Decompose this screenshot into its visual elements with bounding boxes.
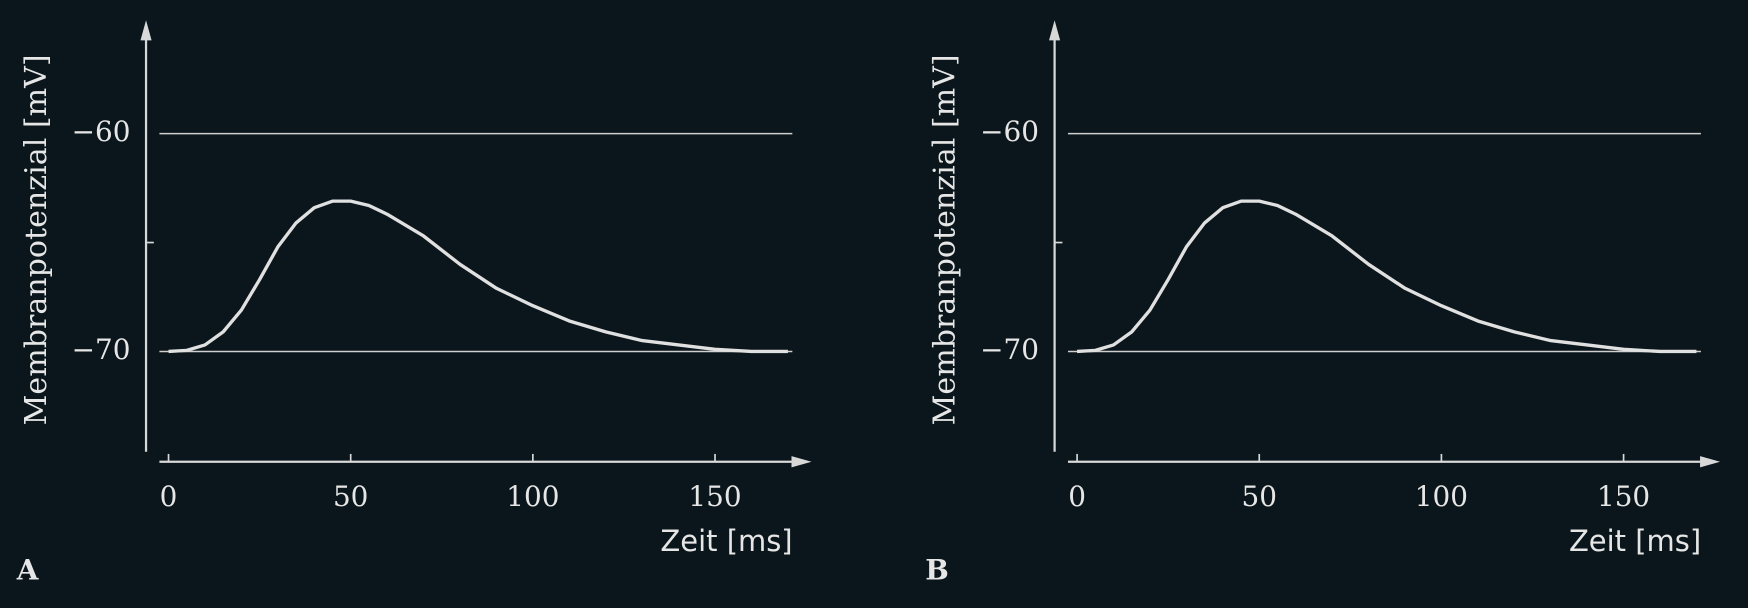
x-tick-label: 50 [1242, 480, 1277, 513]
x-tick-label: 0 [1068, 480, 1086, 513]
x-tick-label: 100 [506, 480, 559, 513]
chart-panel: −60 −70 0 50 100 150 Zeit [ms] Membranpotenzial… [16, 20, 812, 587]
y-tick-label: −70 [72, 333, 131, 366]
x-tick-label: 50 [333, 480, 368, 513]
x-axis-arrow [1700, 456, 1721, 468]
x-axis-arrow [791, 456, 812, 468]
y-axis-label: Membranpotenzial [mV] [19, 54, 54, 425]
y-tick-label: −70 [980, 333, 1039, 366]
y-axis-arrow [140, 20, 152, 41]
y-tick-label: −60 [72, 115, 131, 148]
curve [1076, 199, 1697, 354]
y-tick-label: −60 [980, 115, 1039, 148]
x-axis-label: Zeit [ms] [660, 524, 792, 558]
y-axis-arrow [1049, 20, 1061, 41]
x-tick-label: 100 [1415, 480, 1468, 513]
chart-panel: −60 −70 0 50 100 150 Zeit [ms] Membranpotenzial… [925, 20, 1721, 587]
panel-label: A [16, 554, 39, 587]
x-tick-label: 150 [1597, 480, 1650, 513]
panel-label: B [925, 554, 949, 587]
y-axis-label: Membranpotenzial [mV] [927, 54, 962, 425]
x-axis-label: Zeit [ms] [1569, 524, 1701, 558]
curve [168, 199, 788, 354]
x-tick-label: 150 [688, 480, 741, 513]
x-tick-label: 0 [160, 480, 178, 513]
